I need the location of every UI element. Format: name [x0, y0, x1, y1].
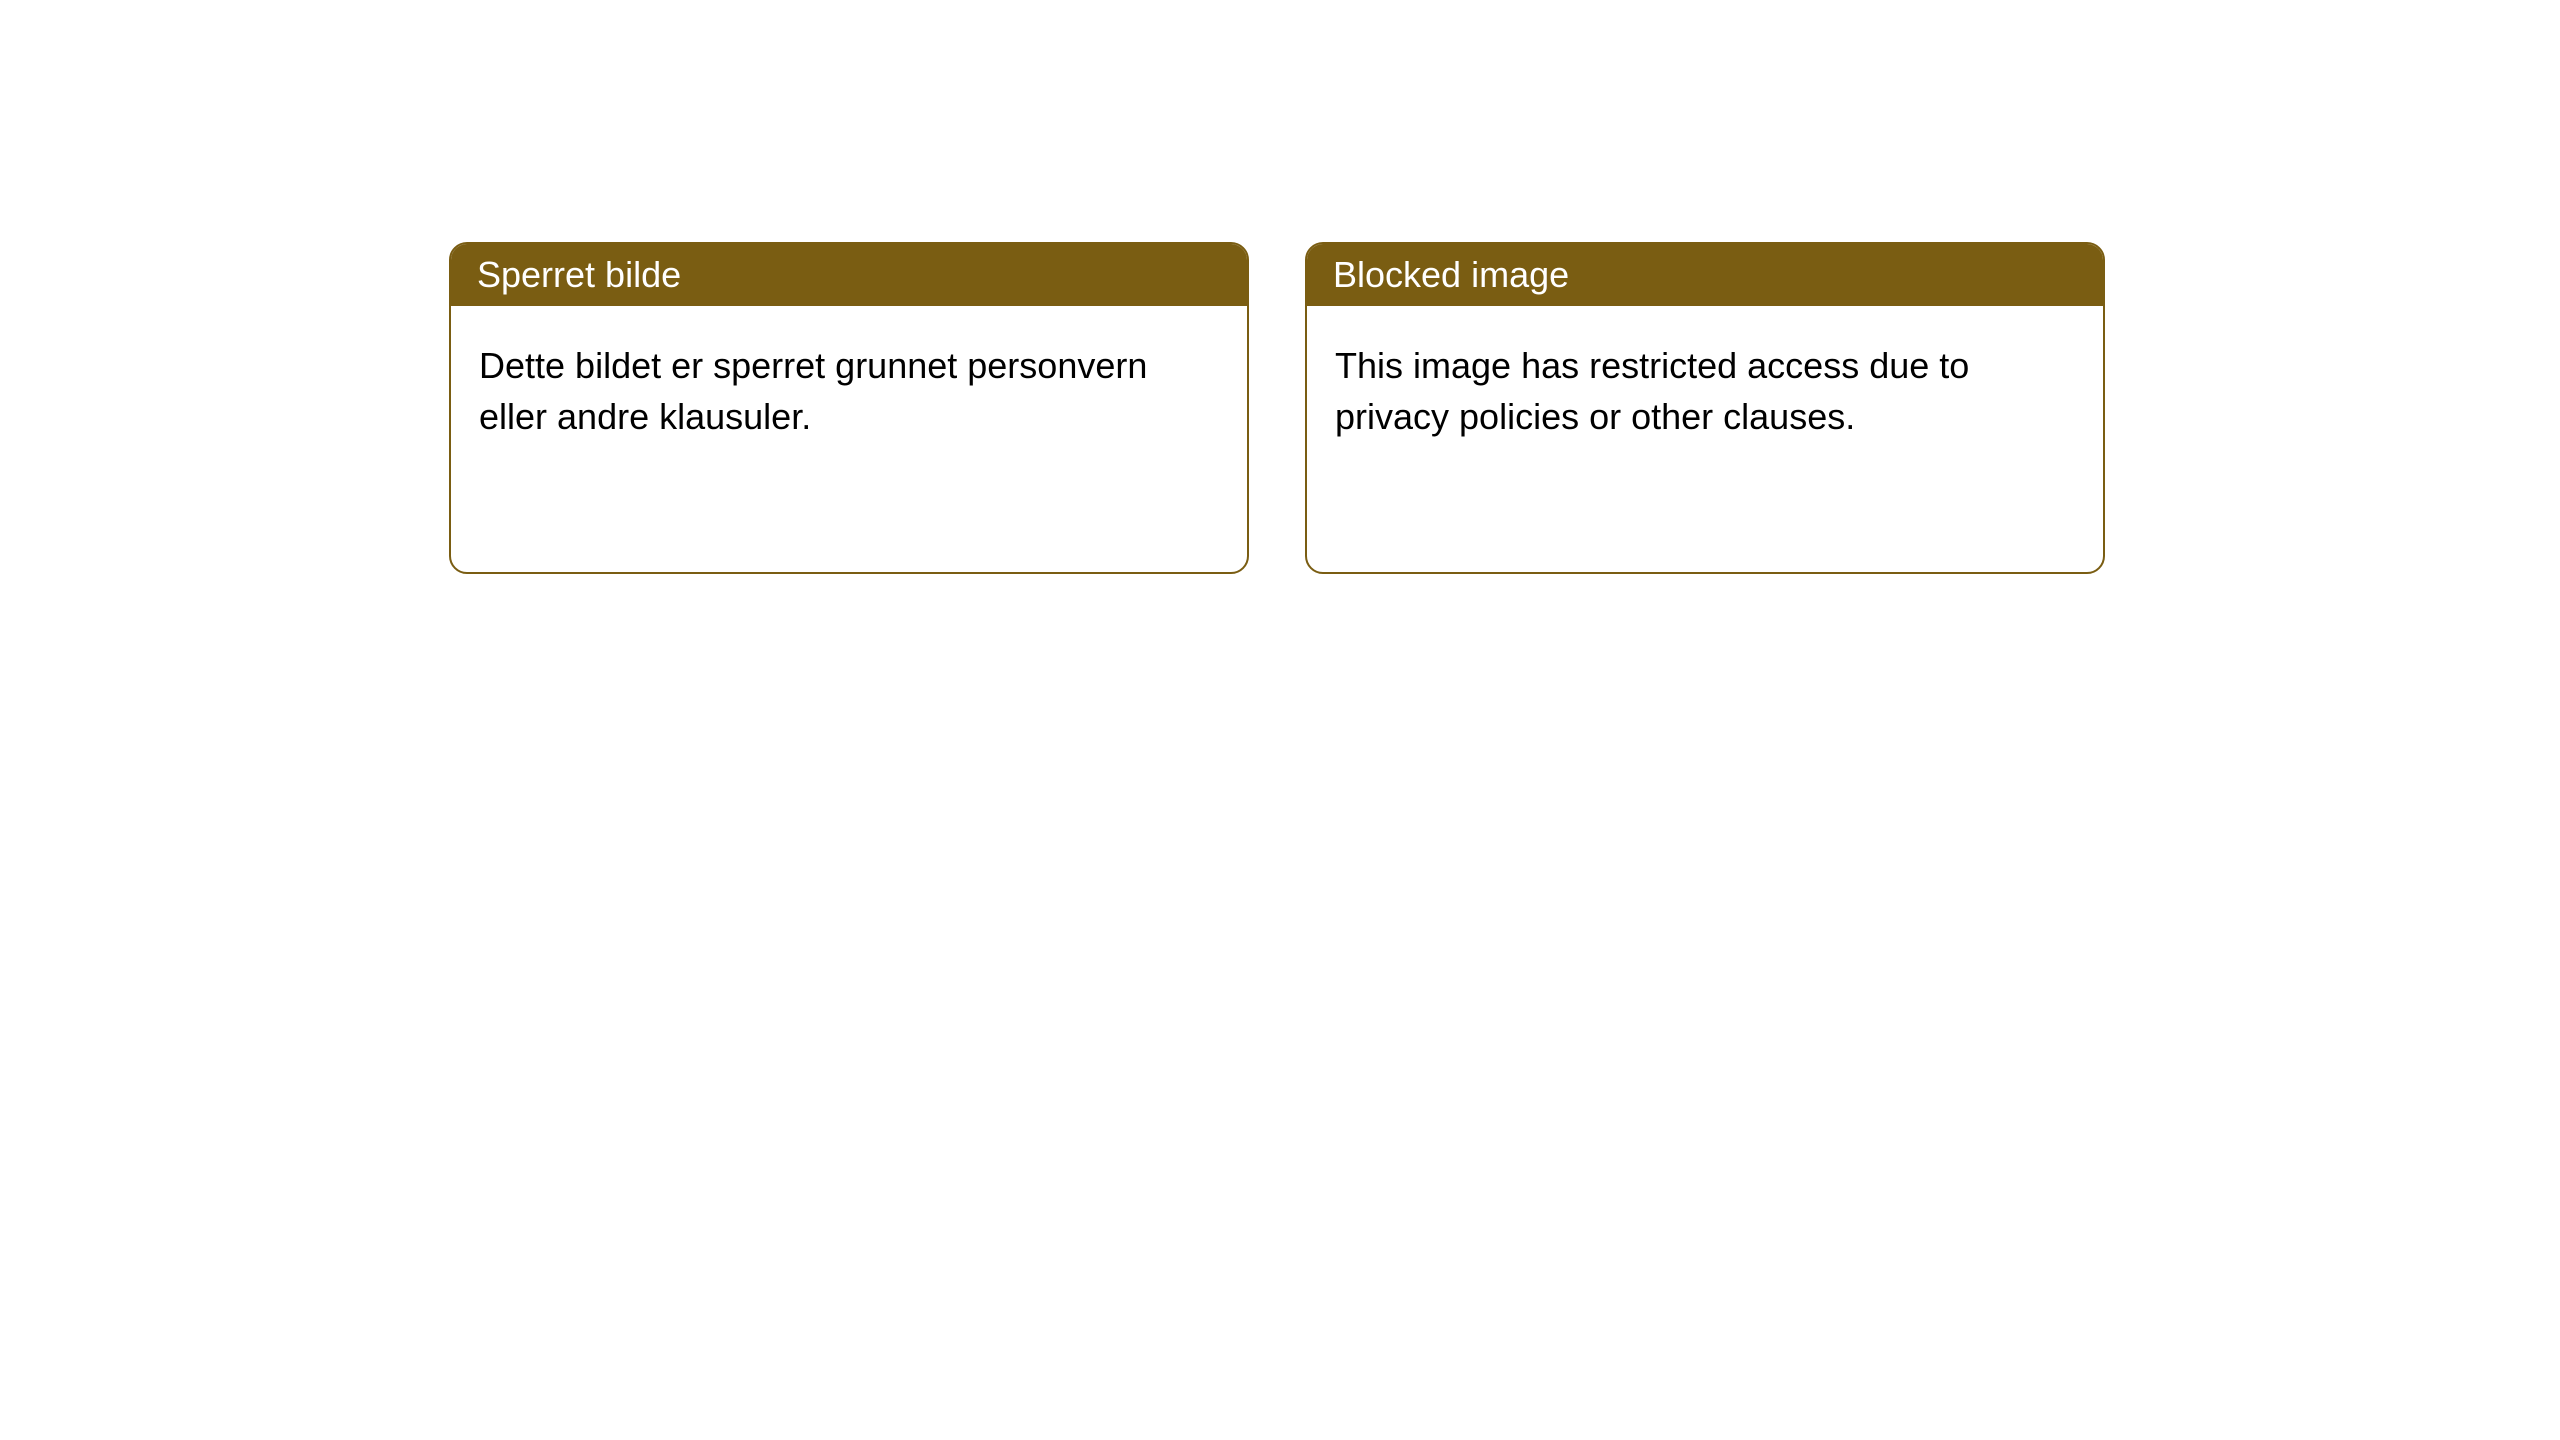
card-header: Sperret bilde	[451, 244, 1247, 306]
card-body: Dette bildet er sperret grunnet personve…	[451, 306, 1247, 476]
notice-card-norwegian: Sperret bilde Dette bildet er sperret gr…	[449, 242, 1249, 574]
card-header: Blocked image	[1307, 244, 2103, 306]
notice-container: Sperret bilde Dette bildet er sperret gr…	[0, 0, 2560, 574]
card-message: This image has restricted access due to …	[1335, 340, 2075, 442]
card-message: Dette bildet er sperret grunnet personve…	[479, 340, 1219, 442]
notice-card-english: Blocked image This image has restricted …	[1305, 242, 2105, 574]
card-body: This image has restricted access due to …	[1307, 306, 2103, 476]
